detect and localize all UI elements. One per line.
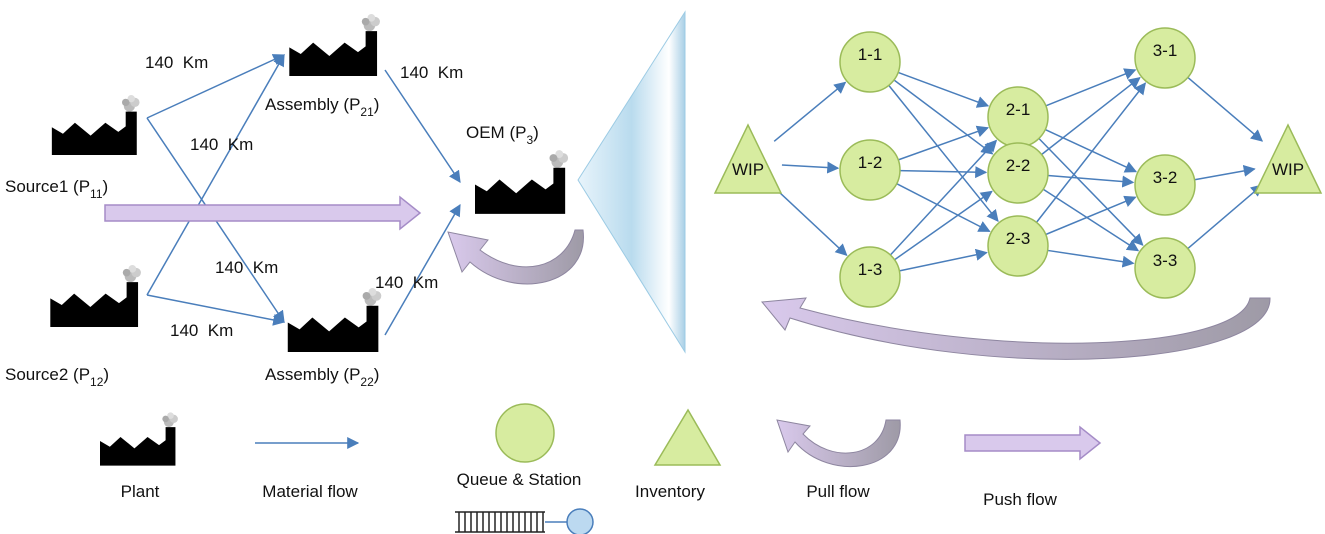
inventory-node bbox=[1253, 123, 1323, 194]
legend-label: Queue & Station bbox=[457, 470, 582, 489]
legend-pull-icon bbox=[776, 419, 901, 468]
material-flow bbox=[1035, 82, 1147, 223]
material-flow bbox=[897, 125, 990, 161]
network: WIP 1-1 1-2 1-3 2-1 2-2 2-3 3-1 3-2 3-3 WIP bbox=[713, 27, 1323, 308]
material-flow bbox=[897, 71, 990, 108]
distance-label: 140 Km bbox=[215, 258, 278, 277]
legend-label: Pull flow bbox=[806, 482, 870, 501]
material-flow bbox=[146, 53, 285, 296]
node-label: WIP bbox=[732, 160, 764, 179]
plant-icon bbox=[475, 150, 569, 214]
material-flow bbox=[146, 294, 286, 326]
distance-label: 140 Km bbox=[375, 273, 438, 292]
plant-icon bbox=[289, 14, 380, 76]
station-node bbox=[1134, 237, 1196, 299]
node-label: 3-1 bbox=[1153, 41, 1178, 60]
distance-label: 140 Km bbox=[170, 321, 233, 340]
material-flow bbox=[893, 79, 994, 155]
legend-label: Material flow bbox=[262, 482, 358, 501]
legend-inventory-icon bbox=[653, 408, 722, 466]
station-node bbox=[1134, 154, 1196, 216]
material-flow bbox=[384, 203, 461, 336]
material-flow bbox=[1045, 195, 1137, 236]
legend-push-icon bbox=[964, 425, 1102, 461]
node-label: 3-2 bbox=[1153, 168, 1178, 187]
node-label: 1-3 bbox=[858, 260, 883, 279]
node-label: 3-3 bbox=[1153, 251, 1178, 270]
material-flow bbox=[781, 161, 840, 174]
node-label: 2-2 bbox=[1006, 156, 1031, 175]
material-flow bbox=[894, 190, 993, 261]
station-node bbox=[987, 142, 1049, 204]
node-label: 2-3 bbox=[1006, 229, 1031, 248]
station-node bbox=[839, 139, 901, 201]
material-flow bbox=[888, 84, 999, 223]
material-flow bbox=[1041, 76, 1141, 156]
node-label: 1-1 bbox=[858, 45, 883, 64]
material-flow bbox=[1194, 164, 1256, 181]
legend-node-icon bbox=[495, 403, 555, 463]
plant-icon bbox=[51, 95, 140, 155]
material-flow bbox=[1187, 184, 1264, 250]
plant-label: Assembly (P22) bbox=[265, 365, 379, 389]
node-label: 2-1 bbox=[1006, 100, 1031, 119]
material-flow bbox=[1038, 137, 1144, 246]
material-flow bbox=[896, 183, 991, 233]
plant-icon bbox=[50, 265, 141, 327]
plant-label: Assembly (P21) bbox=[265, 95, 379, 119]
station-node bbox=[1134, 27, 1196, 89]
station-node bbox=[839, 246, 901, 308]
material-flow bbox=[384, 69, 461, 183]
material-flow bbox=[889, 139, 998, 256]
legend-label: Push flow bbox=[983, 490, 1057, 509]
material-flow bbox=[1044, 128, 1138, 173]
plant-icon bbox=[287, 288, 382, 352]
legend-label: Plant bbox=[121, 482, 160, 501]
node-label: 1-2 bbox=[858, 153, 883, 172]
plant-label: Source2 (P12) bbox=[5, 365, 109, 389]
material-flow bbox=[773, 81, 847, 142]
distance-label: 140 Km bbox=[190, 135, 253, 154]
inventory-node bbox=[713, 123, 783, 194]
distance-label: 140 Km bbox=[400, 63, 463, 82]
plant-label: Source1 (P11) bbox=[5, 177, 108, 201]
station-node bbox=[987, 215, 1049, 277]
material-flow bbox=[1047, 174, 1135, 188]
material-flow bbox=[1045, 68, 1137, 107]
distance-label: 140 Km bbox=[145, 53, 208, 72]
pull-arrow bbox=[447, 229, 584, 285]
node-label: WIP bbox=[1272, 160, 1304, 179]
material-flow bbox=[899, 248, 988, 272]
pull-arrow bbox=[761, 297, 1271, 360]
material-flow bbox=[1047, 249, 1135, 268]
plant-label: OEM (P3) bbox=[466, 123, 539, 147]
station-node bbox=[839, 31, 901, 93]
material-flow bbox=[1187, 76, 1264, 142]
material-flow bbox=[899, 166, 988, 179]
push-arrow bbox=[104, 195, 422, 231]
material-flow bbox=[1042, 188, 1140, 252]
legend-label: Inventory bbox=[635, 482, 705, 501]
queue-icon bbox=[455, 508, 594, 534]
zoom-fan bbox=[577, 10, 686, 354]
material-flow bbox=[772, 185, 848, 256]
legend-plant-icon bbox=[100, 412, 178, 466]
material-flow bbox=[146, 54, 286, 119]
